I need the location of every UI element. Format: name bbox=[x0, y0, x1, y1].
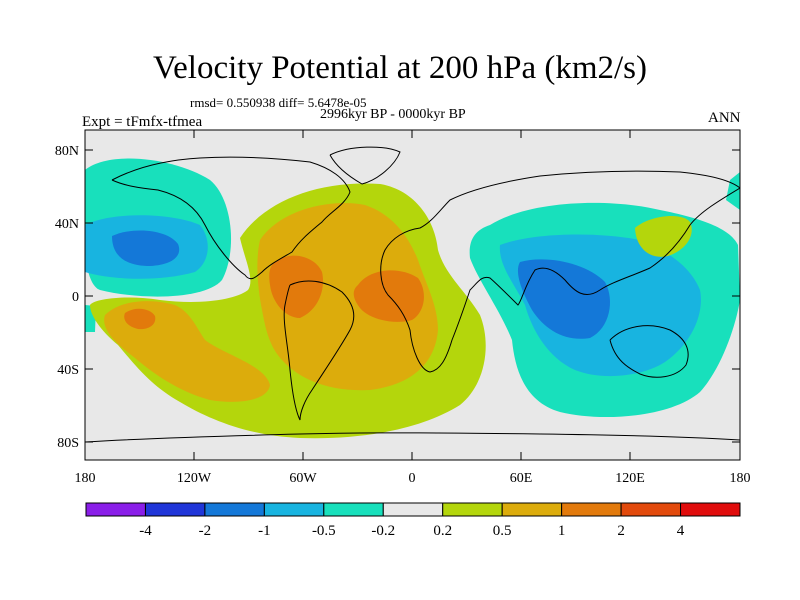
colorbar-label: 0.5 bbox=[493, 523, 512, 539]
colorbar-swatch bbox=[442, 502, 503, 517]
coastline-africa-eurasia bbox=[380, 170, 740, 373]
colorbar-swatch bbox=[680, 502, 741, 517]
axis-ticks bbox=[84, 130, 741, 460]
colorbar-swatch bbox=[85, 502, 146, 517]
stats-label: rmsd= 0.550938 diff= 5.6478e-05 bbox=[190, 95, 367, 110]
coastline-australia bbox=[609, 325, 689, 378]
x-tick-label: 180 bbox=[75, 471, 96, 486]
colorbar-label: -0.5 bbox=[312, 523, 336, 539]
y-tick-label: 80N bbox=[55, 144, 79, 159]
colorbar-label: -4 bbox=[139, 523, 152, 539]
contour-pos-02-japan bbox=[635, 216, 692, 257]
colorbar-labels: -4 -2 -1 -0.5 -0.2 0.2 0.5 1 2 4 bbox=[139, 523, 685, 539]
y-tick-label: 40S bbox=[57, 363, 79, 378]
colorbar bbox=[85, 502, 741, 517]
colorbar-swatch bbox=[204, 502, 265, 517]
field-layer bbox=[85, 130, 740, 460]
x-tick-label: 120W bbox=[177, 471, 212, 486]
x-tick-label: 60E bbox=[510, 471, 533, 486]
colorbar-swatch bbox=[263, 502, 325, 517]
y-tick-label: 0 bbox=[72, 290, 79, 305]
contour-pos-1-south-pacific bbox=[124, 308, 156, 330]
y-axis-labels: 80N 40N 0 40S 80S bbox=[55, 144, 79, 451]
colorbar-swatch bbox=[501, 502, 563, 517]
coastline-greenland bbox=[329, 146, 401, 185]
y-tick-label: 40N bbox=[55, 217, 79, 232]
map-title: Velocity Potential at 200 hPa (km2/s) bbox=[152, 50, 648, 86]
colorbar-label: 1 bbox=[558, 523, 566, 539]
colorbar-swatch bbox=[620, 502, 682, 517]
contour-pos-1-caribbean bbox=[269, 255, 324, 318]
contour-neg-1-pacific-north bbox=[112, 230, 180, 266]
colorbar-swatch bbox=[144, 502, 206, 517]
x-tick-label: 60W bbox=[289, 471, 317, 486]
colorbar-label: -0.2 bbox=[371, 523, 395, 539]
coastline-antarctica bbox=[85, 432, 740, 443]
colorbar-label: 0.2 bbox=[433, 523, 452, 539]
experiment-label: Expt = tFmfx-tfmea bbox=[82, 114, 203, 130]
x-axis-labels: 180 120W 60W 0 60E 120E 180 bbox=[75, 471, 751, 486]
coastline-south-america bbox=[283, 280, 355, 421]
colorbar-swatch bbox=[323, 502, 384, 517]
contour-neg-02-east-edge bbox=[726, 172, 740, 210]
contour-neg-1-indian-ocean bbox=[517, 259, 610, 339]
colorbar-label: -2 bbox=[199, 523, 212, 539]
colorbar-label: 2 bbox=[617, 523, 625, 539]
contour-pos-05-atlantic bbox=[257, 203, 438, 391]
coastlines bbox=[85, 146, 740, 443]
x-tick-label: 180 bbox=[730, 471, 751, 486]
colorbar-label: -1 bbox=[258, 523, 271, 539]
colorbar-swatch bbox=[561, 502, 622, 517]
colorbar-swatch bbox=[382, 502, 444, 517]
colorbar-label: 4 bbox=[677, 523, 685, 539]
coastline-north-america bbox=[111, 156, 351, 280]
y-tick-label: 80S bbox=[57, 436, 79, 451]
season-label: ANN bbox=[708, 110, 741, 126]
period-label: 2996kyr BP - 0000kyr BP bbox=[320, 107, 466, 122]
x-tick-label: 0 bbox=[409, 471, 416, 486]
x-tick-label: 120E bbox=[615, 471, 645, 486]
